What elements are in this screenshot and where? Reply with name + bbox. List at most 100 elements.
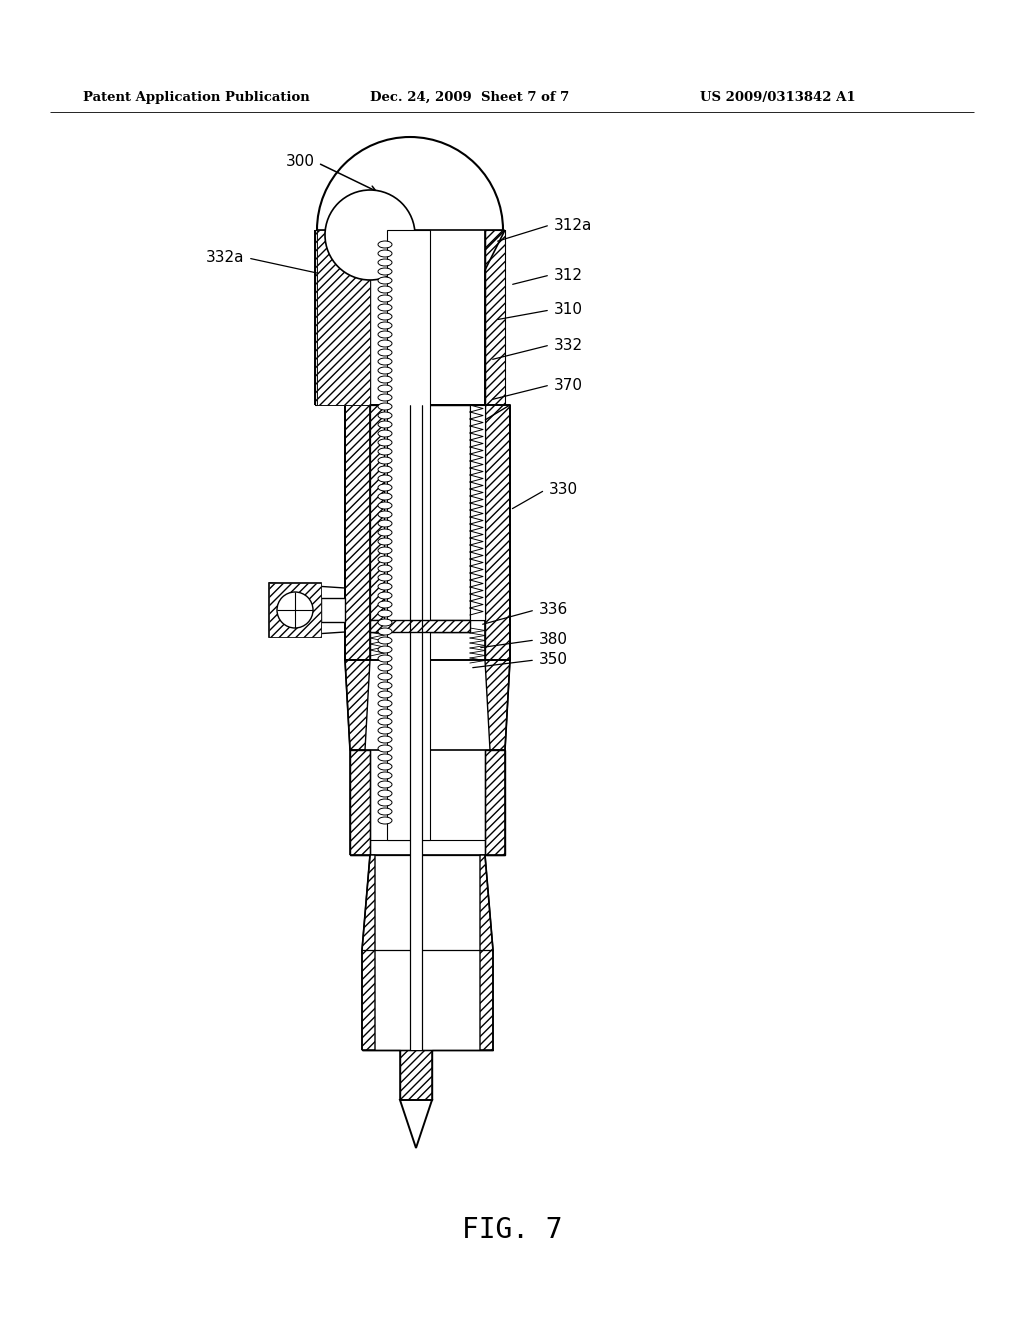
Ellipse shape bbox=[378, 529, 392, 536]
Ellipse shape bbox=[378, 718, 392, 725]
Ellipse shape bbox=[378, 268, 392, 275]
Text: 370: 370 bbox=[554, 378, 583, 392]
Ellipse shape bbox=[378, 322, 392, 329]
Text: 350: 350 bbox=[539, 652, 568, 668]
Text: 332: 332 bbox=[554, 338, 583, 352]
Ellipse shape bbox=[378, 475, 392, 482]
Polygon shape bbox=[269, 583, 321, 638]
Ellipse shape bbox=[378, 673, 392, 680]
Ellipse shape bbox=[378, 682, 392, 689]
Ellipse shape bbox=[378, 754, 392, 762]
Ellipse shape bbox=[378, 331, 392, 338]
Ellipse shape bbox=[378, 313, 392, 319]
Polygon shape bbox=[317, 230, 370, 405]
Ellipse shape bbox=[378, 447, 392, 455]
Ellipse shape bbox=[378, 277, 392, 284]
Ellipse shape bbox=[378, 700, 392, 708]
Ellipse shape bbox=[378, 709, 392, 715]
Ellipse shape bbox=[378, 367, 392, 374]
Ellipse shape bbox=[378, 421, 392, 428]
Ellipse shape bbox=[378, 789, 392, 797]
Ellipse shape bbox=[378, 484, 392, 491]
Polygon shape bbox=[480, 855, 493, 1049]
Ellipse shape bbox=[378, 430, 392, 437]
Text: 330: 330 bbox=[549, 483, 579, 498]
Ellipse shape bbox=[378, 763, 392, 770]
Polygon shape bbox=[362, 855, 375, 1049]
Text: 332a: 332a bbox=[206, 251, 244, 265]
Ellipse shape bbox=[378, 565, 392, 572]
Ellipse shape bbox=[378, 466, 392, 473]
Ellipse shape bbox=[378, 781, 392, 788]
Circle shape bbox=[325, 190, 415, 280]
Ellipse shape bbox=[378, 457, 392, 465]
Ellipse shape bbox=[378, 358, 392, 366]
Polygon shape bbox=[485, 230, 505, 405]
Polygon shape bbox=[269, 583, 321, 638]
Ellipse shape bbox=[378, 808, 392, 814]
Text: US 2009/0313842 A1: US 2009/0313842 A1 bbox=[700, 91, 856, 103]
Text: Patent Application Publication: Patent Application Publication bbox=[83, 91, 309, 103]
Text: 312: 312 bbox=[554, 268, 583, 282]
Ellipse shape bbox=[378, 574, 392, 581]
Polygon shape bbox=[315, 230, 317, 405]
Ellipse shape bbox=[378, 393, 392, 401]
Ellipse shape bbox=[378, 440, 392, 446]
Ellipse shape bbox=[378, 737, 392, 743]
Ellipse shape bbox=[378, 412, 392, 418]
Ellipse shape bbox=[378, 619, 392, 626]
Polygon shape bbox=[370, 620, 470, 632]
Ellipse shape bbox=[378, 403, 392, 411]
Polygon shape bbox=[485, 750, 505, 855]
Ellipse shape bbox=[378, 539, 392, 545]
Ellipse shape bbox=[378, 348, 392, 356]
Ellipse shape bbox=[378, 799, 392, 807]
Ellipse shape bbox=[378, 511, 392, 517]
Text: Dec. 24, 2009  Sheet 7 of 7: Dec. 24, 2009 Sheet 7 of 7 bbox=[370, 91, 569, 103]
Circle shape bbox=[278, 591, 313, 628]
Ellipse shape bbox=[378, 242, 392, 248]
Ellipse shape bbox=[378, 502, 392, 510]
Ellipse shape bbox=[378, 556, 392, 564]
Ellipse shape bbox=[378, 601, 392, 609]
Ellipse shape bbox=[378, 583, 392, 590]
Text: 300: 300 bbox=[286, 154, 315, 169]
Polygon shape bbox=[345, 405, 370, 660]
Ellipse shape bbox=[378, 304, 392, 312]
Ellipse shape bbox=[378, 655, 392, 663]
Ellipse shape bbox=[378, 817, 392, 824]
Ellipse shape bbox=[378, 546, 392, 554]
Polygon shape bbox=[362, 1049, 493, 1100]
Polygon shape bbox=[410, 405, 422, 1049]
Polygon shape bbox=[345, 660, 370, 750]
Ellipse shape bbox=[378, 376, 392, 383]
Ellipse shape bbox=[378, 249, 392, 257]
Ellipse shape bbox=[378, 492, 392, 500]
Ellipse shape bbox=[378, 520, 392, 527]
Ellipse shape bbox=[378, 664, 392, 671]
Ellipse shape bbox=[378, 628, 392, 635]
Text: 336: 336 bbox=[539, 602, 568, 618]
Text: FIG. 7: FIG. 7 bbox=[462, 1216, 562, 1243]
Ellipse shape bbox=[378, 645, 392, 653]
Ellipse shape bbox=[378, 638, 392, 644]
Ellipse shape bbox=[378, 690, 392, 698]
Ellipse shape bbox=[378, 744, 392, 752]
Ellipse shape bbox=[378, 591, 392, 599]
Ellipse shape bbox=[378, 772, 392, 779]
Ellipse shape bbox=[378, 385, 392, 392]
Polygon shape bbox=[370, 405, 384, 620]
Text: 312a: 312a bbox=[554, 218, 592, 232]
Polygon shape bbox=[321, 598, 345, 622]
Ellipse shape bbox=[378, 294, 392, 302]
Polygon shape bbox=[485, 660, 510, 750]
Ellipse shape bbox=[378, 610, 392, 616]
Polygon shape bbox=[400, 1100, 432, 1148]
Polygon shape bbox=[485, 405, 510, 660]
Text: 380: 380 bbox=[539, 632, 568, 648]
Ellipse shape bbox=[378, 286, 392, 293]
Ellipse shape bbox=[378, 727, 392, 734]
Ellipse shape bbox=[378, 341, 392, 347]
Polygon shape bbox=[350, 750, 370, 855]
Text: 310: 310 bbox=[554, 302, 583, 318]
